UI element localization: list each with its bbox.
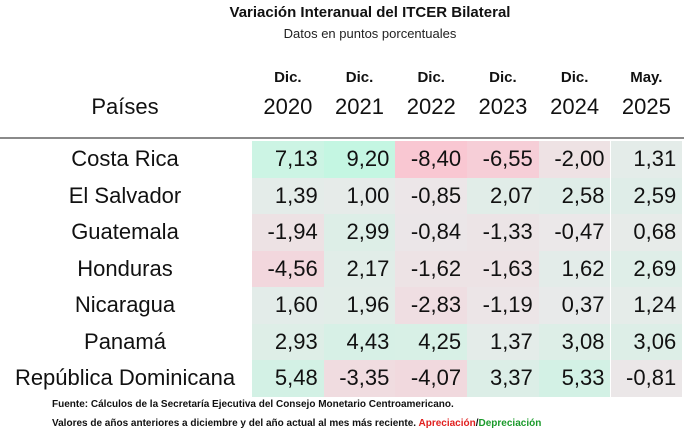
- table-cell: -0,81: [610, 360, 683, 397]
- row-label: El Salvador: [68, 182, 182, 208]
- column-year: 2020: [263, 94, 313, 119]
- table-cell: -3,35: [323, 360, 396, 397]
- table-cell: -2,00: [538, 141, 611, 178]
- table-cell: 2,17: [323, 250, 396, 287]
- column-header: Países: [91, 94, 159, 119]
- table-cell: -1,63: [467, 250, 539, 287]
- row-label: Honduras: [77, 255, 173, 281]
- column-year: 2025: [621, 94, 671, 119]
- subtitle: Datos en puntos porcentuales: [283, 26, 457, 41]
- table-cell: 1,31: [610, 141, 683, 178]
- table-cell: 5,33: [538, 360, 611, 397]
- column-year: 2023: [478, 94, 528, 119]
- column-month: Dic.: [417, 69, 445, 86]
- legend-appreciation: Apreciación: [418, 418, 476, 429]
- table-cell: 1,62: [538, 250, 611, 287]
- table-cell: 2,59: [610, 177, 683, 214]
- table-cell: 3,06: [610, 323, 683, 360]
- table-cell: 2,99: [323, 214, 396, 251]
- row-label: República Dominicana: [14, 365, 236, 390]
- table-cell: -1,19: [467, 287, 539, 324]
- row-label: Costa Rica: [71, 146, 179, 171]
- table-cell: 5,48: [252, 360, 324, 397]
- table-cell: 2,93: [252, 323, 324, 360]
- table-cell: 1,37: [467, 323, 539, 360]
- column-year: 2024: [550, 94, 600, 119]
- separator: /: [475, 418, 479, 429]
- row-label: Nicaragua: [74, 292, 176, 317]
- note: Valores de años anteriores a diciembre y…: [52, 418, 417, 429]
- table-cell: -8,40: [395, 141, 468, 178]
- table-cell: -0,84: [395, 214, 468, 251]
- table-cell: 2,07: [467, 177, 539, 214]
- table-cell: 2,58: [538, 177, 611, 214]
- table-cell: 1,24: [610, 287, 683, 324]
- table-cell: 0,68: [610, 214, 683, 251]
- table-cell: 1,60: [252, 287, 324, 324]
- column-month: Dic.: [489, 69, 517, 86]
- table-cell: 2,69: [610, 250, 683, 287]
- table-cell: -2,83: [395, 287, 468, 324]
- table-cell: 9,20: [323, 141, 396, 178]
- column-month: Dic.: [274, 69, 302, 86]
- table-cell: 1,00: [323, 177, 396, 214]
- title: Variación Interanual del ITCER Bilateral: [229, 4, 511, 21]
- table-cell: 4,43: [323, 323, 396, 360]
- footnote: Valores de años anteriores a diciembre y…: [52, 418, 541, 429]
- table-cell: -1,94: [252, 214, 324, 251]
- table-cell: 4,25: [395, 323, 468, 360]
- table-cell: -4,56: [252, 250, 324, 287]
- table-cell: -1,33: [467, 214, 539, 251]
- table-cell: 7,13: [252, 141, 324, 178]
- column-month: Dic.: [560, 69, 589, 86]
- column-month: May.: [630, 69, 663, 86]
- column-month: Dic.: [345, 69, 374, 86]
- legend-depreciation: Depreciación: [478, 418, 542, 429]
- table-cell: 1,39: [252, 177, 324, 214]
- table-cell: -1,62: [395, 250, 468, 287]
- table-cell: 3,08: [538, 323, 611, 360]
- footnote: Fuente: Cálculos de la Secretaría Ejecut…: [52, 399, 454, 410]
- column-year: 2021: [335, 94, 384, 119]
- table-cell: 3,37: [467, 360, 539, 397]
- column-year: 2022: [406, 94, 456, 119]
- table-cell: 0,37: [538, 287, 611, 324]
- table-cell: -0,85: [395, 177, 468, 214]
- row-label: Panamá: [84, 328, 166, 354]
- row-label: Guatemala: [71, 219, 179, 244]
- table-cell: -0,47: [538, 214, 611, 251]
- header-rule: [0, 137, 684, 139]
- table-cell: -4,07: [395, 360, 468, 397]
- table-cell: -6,55: [467, 141, 539, 178]
- table-cell: 1,96: [323, 287, 396, 324]
